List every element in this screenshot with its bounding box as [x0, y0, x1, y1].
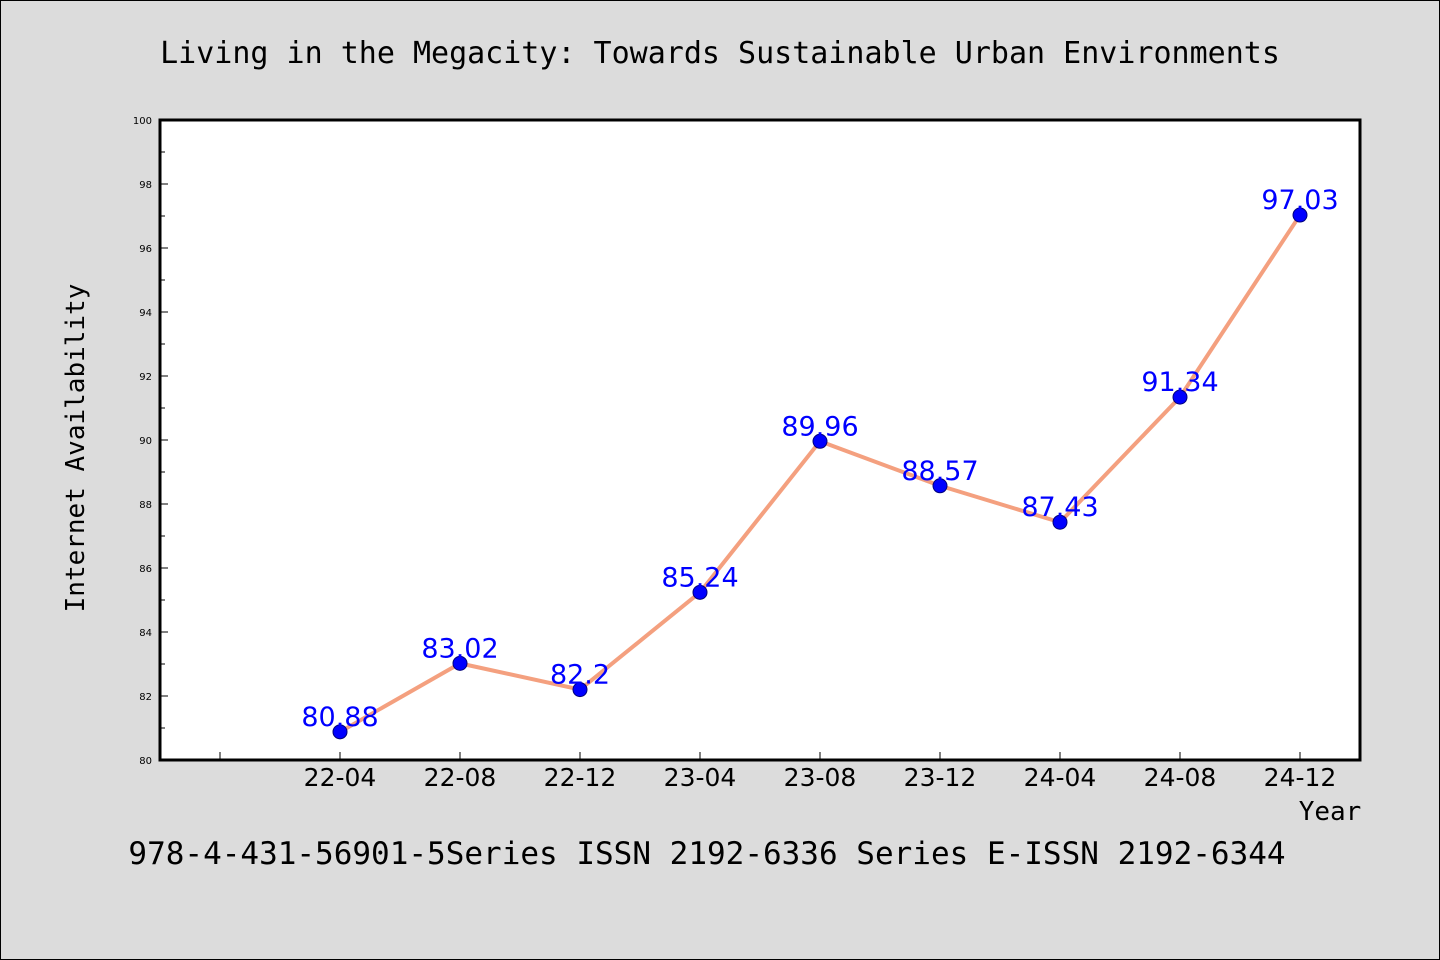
data-point [332, 724, 348, 740]
data-label: 87.43 [1021, 492, 1098, 523]
data-label: 97.03 [1261, 185, 1338, 216]
data-label: 80.88 [301, 702, 378, 733]
x-tick-label: 24-12 [1264, 763, 1337, 792]
y-tick-label: 88 [139, 500, 152, 511]
x-tick-label: 23-04 [664, 763, 737, 792]
x-axis-label: Year [1299, 797, 1362, 827]
y-tick-label: 82 [139, 692, 152, 703]
data-markers [332, 207, 1308, 740]
data-point [1172, 389, 1188, 405]
data-point [1292, 207, 1308, 223]
data-label: 85.24 [661, 562, 738, 593]
y-tick-label: 100 [133, 116, 152, 127]
plot-area [160, 120, 1360, 760]
y-axis-ticks: 80 82 84 86 88 90 92 94 96 98 100 [133, 116, 168, 767]
x-tick-label: 22-04 [304, 763, 377, 792]
plot-frame [158, 118, 1362, 762]
data-label: 83.02 [421, 633, 498, 664]
data-point [932, 478, 948, 494]
isbn-footer: 978-4-431-56901-5Series ISSN 2192-6336 S… [128, 836, 1285, 872]
y-tick-label: 94 [139, 308, 152, 319]
data-label: 82.2 [550, 660, 610, 691]
x-tick-label: 24-08 [1144, 763, 1217, 792]
y-tick-label: 86 [139, 564, 152, 575]
y-tick-label: 98 [139, 180, 152, 191]
data-label: 88.57 [901, 456, 978, 487]
data-point [692, 584, 708, 600]
x-axis-ticks: 22-04 22-08 22-12 23-04 23-08 23-12 24-04 24-08… [219, 752, 1337, 792]
x-tick-label: 24-04 [1024, 763, 1097, 792]
data-point [1052, 514, 1068, 530]
x-tick-label: 22-12 [544, 763, 617, 792]
data-labels: 80.88 83.02 82.2 85.24 89.96 88.57 87.43 91.34 9… [301, 185, 1338, 733]
data-point [452, 655, 468, 671]
data-point [572, 682, 588, 698]
x-tick-label: 23-08 [784, 763, 857, 792]
y-tick-label: 84 [139, 628, 152, 639]
data-point [812, 433, 828, 449]
x-tick-label: 22-08 [424, 763, 497, 792]
data-label: 89.96 [781, 411, 858, 442]
y-tick-label: 96 [139, 244, 152, 255]
data-label: 91.34 [1141, 367, 1218, 398]
x-tick-label: 23-12 [904, 763, 977, 792]
y-tick-label: 80 [139, 756, 152, 767]
y-axis-label: Internet Availability [61, 284, 91, 613]
y-tick-label: 92 [139, 372, 152, 383]
y-tick-label: 90 [139, 436, 152, 447]
chart-title: Living in the Megacity: Towards Sustaina… [160, 36, 1280, 71]
